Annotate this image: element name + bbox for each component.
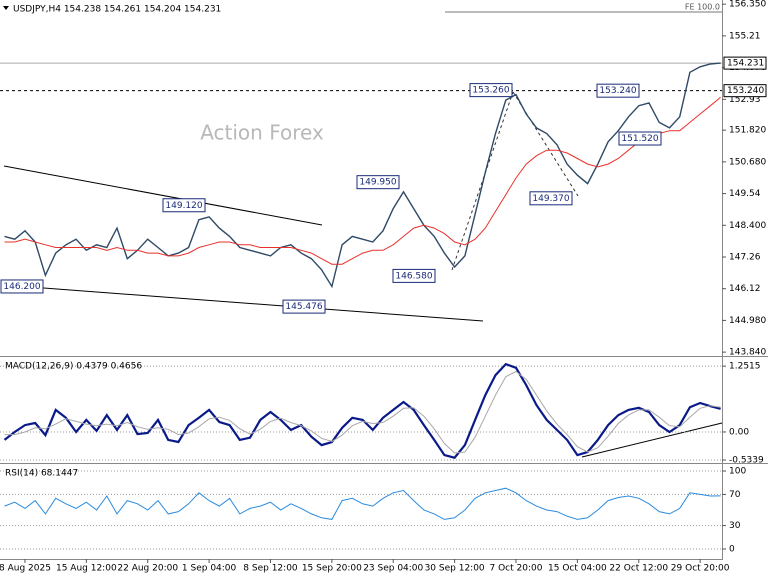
y-tick-label: 155.21 [729, 31, 761, 41]
y-tick-label: 146.12 [729, 284, 761, 294]
y-tick-label: 151.820 [729, 126, 766, 136]
annotation-label: 149.370 [532, 194, 569, 204]
y-tick-label: 0.00 [729, 427, 749, 437]
y-tick-label: 150.680 [729, 157, 766, 167]
annotation-label: 151.520 [621, 134, 658, 144]
series-line [4, 370, 721, 454]
annotation-label: 149.120 [165, 201, 202, 211]
y-tick-label: 148.400 [729, 221, 766, 231]
x-tick-label: 15 Sep 20:00 [302, 564, 362, 574]
series-line [4, 62, 721, 289]
annotation-box [282, 299, 326, 314]
annotation-box [469, 83, 513, 98]
series-line [4, 487, 721, 520]
y-tick-label: 144.980 [729, 316, 766, 326]
series-line [4, 96, 721, 265]
trend-line [3, 284, 484, 322]
x-tick-label: 29 Oct 20:00 [671, 564, 730, 574]
y-tick-label: 70 [729, 490, 741, 500]
annotation-box [356, 175, 400, 190]
fib-line [451, 91, 514, 271]
x-tick-label: 8 Aug 2025 [0, 564, 51, 574]
x-tick-label: 22 Aug 20:00 [117, 564, 178, 574]
annotation-box [392, 268, 436, 283]
x-tick-label: 8 Sep 12:00 [243, 564, 298, 574]
price-box [723, 56, 767, 70]
trend-line [581, 422, 723, 458]
price-label: 154.231 [727, 59, 764, 69]
annotation-box [162, 198, 206, 213]
panel-title: USDJPY,H4 154.238 154.261 154.204 154.23… [13, 5, 221, 15]
fe-label: FE 100.0 [685, 2, 720, 11]
y-tick-label: 156.350 [729, 0, 766, 10]
panel-title: MACD(12,26,9) 0.4379 0.4656 [5, 362, 142, 372]
annotation-label: 145.476 [285, 302, 322, 312]
price-label: 153.240 [727, 86, 764, 96]
annotation-box [618, 131, 662, 146]
y-tick-label: 149.54 [729, 189, 761, 199]
annotation-box [529, 191, 573, 206]
y-tick-label: 152.93 [729, 95, 761, 105]
x-tick-label: 15 Aug 12:00 [56, 564, 117, 574]
price-box [723, 84, 767, 98]
annotation-label: 153.240 [599, 86, 636, 96]
annotation-box [596, 83, 640, 98]
x-tick-label: 7 Oct 20:00 [490, 564, 543, 574]
x-tick-label: 1 Sep 04:00 [182, 564, 237, 574]
y-tick-label: 143.840 [729, 348, 766, 358]
x-tick-label: 22 Oct 12:00 [609, 564, 668, 574]
annotation-label: 146.580 [395, 271, 432, 281]
y-tick-label: 100 [729, 467, 746, 477]
x-tick-label: 15 Oct 04:00 [548, 564, 607, 574]
y-tick-label: -0.5339 [729, 456, 764, 466]
y-tick-label: 147.26 [729, 252, 761, 262]
panel-title: RSI(14) 68.1447 [5, 469, 78, 479]
y-tick-label: 30 [729, 521, 741, 531]
annotation-label: 149.950 [359, 178, 396, 188]
y-tick-label: 1.2515 [729, 362, 761, 372]
annotation-label: 153.260 [472, 86, 509, 96]
watermark: Action Forex [200, 121, 324, 145]
y-tick-label: 0 [729, 544, 735, 554]
series-line [3, 362, 721, 459]
trend-line [3, 165, 323, 226]
annotation-box [0, 279, 44, 294]
annotation-label: 146.200 [3, 282, 40, 292]
x-tick-label: 23 Sep 04:00 [363, 564, 423, 574]
menu-arrow [3, 6, 9, 10]
x-tick-label: 30 Sep 12:00 [425, 564, 485, 574]
